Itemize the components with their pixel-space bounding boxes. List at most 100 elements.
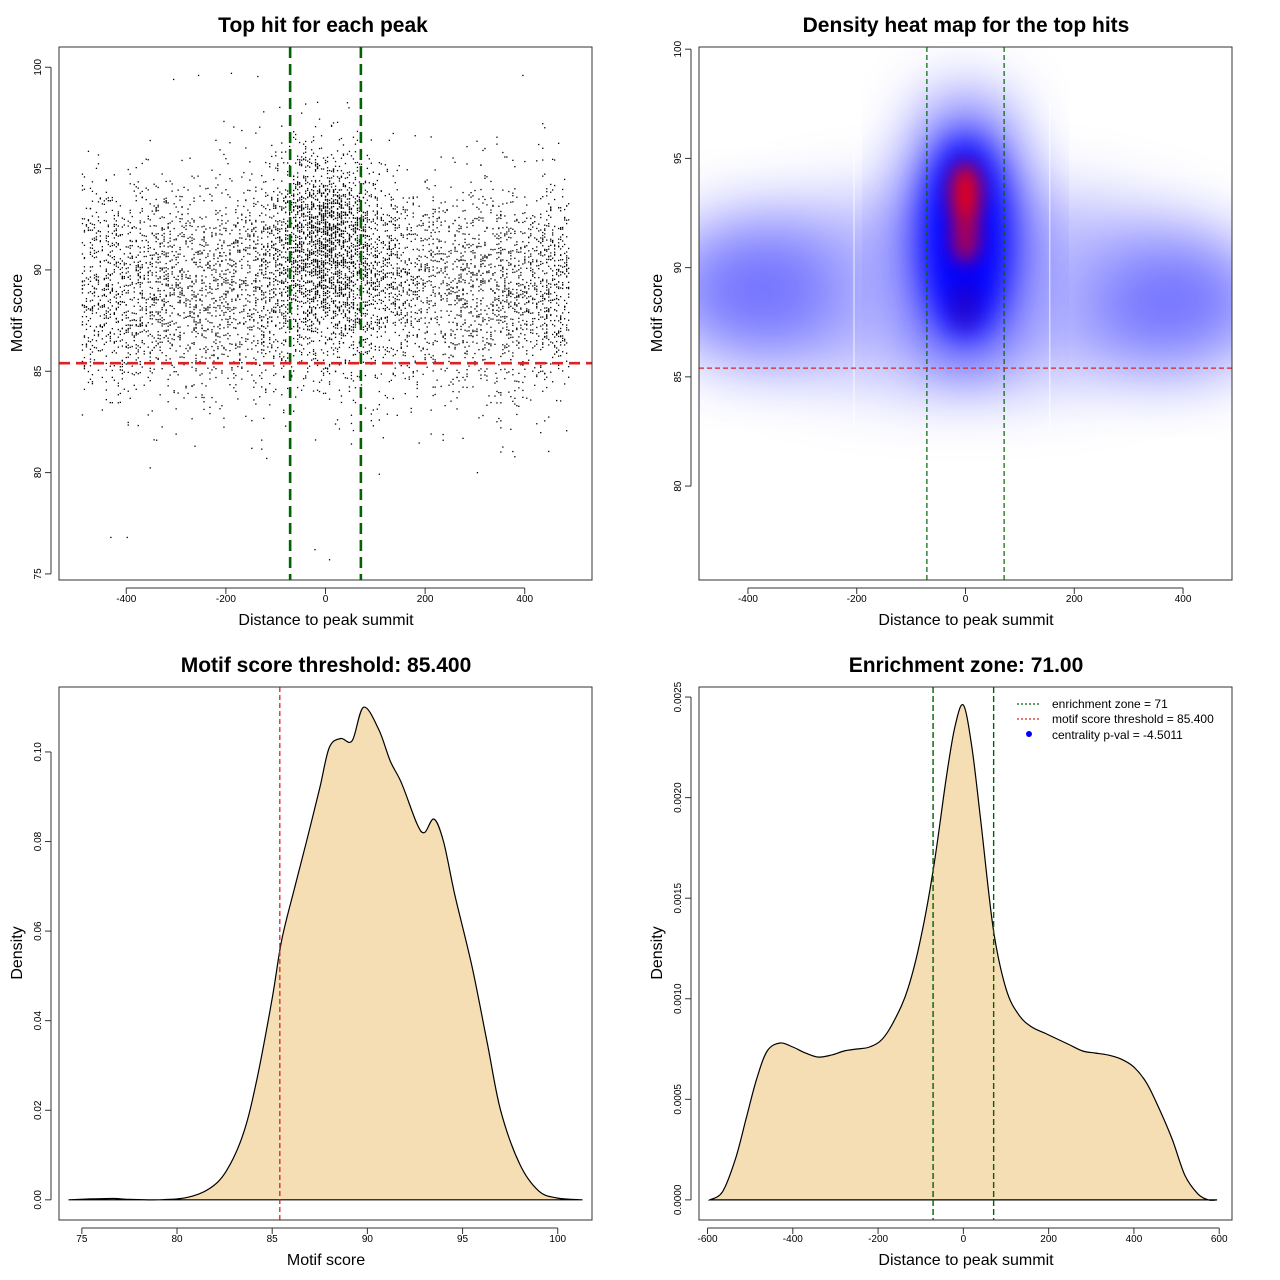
scatter-point xyxy=(448,277,450,279)
scatter-point xyxy=(400,285,402,287)
scatter-point xyxy=(205,295,207,297)
scatter-point xyxy=(428,307,430,309)
scatter-point xyxy=(139,320,141,322)
scatter-point xyxy=(538,230,540,232)
scatter-point xyxy=(275,325,277,327)
scatter-point xyxy=(311,340,313,342)
scatter-point xyxy=(167,385,169,387)
scatter-point xyxy=(199,299,201,301)
scatter-point xyxy=(263,334,265,336)
scatter-point xyxy=(191,316,193,318)
scatter-point xyxy=(127,317,129,319)
scatter-point xyxy=(352,302,355,304)
scatter-point xyxy=(390,251,392,253)
scatter-point xyxy=(135,200,137,202)
scatter-point xyxy=(307,263,309,265)
scatter-point xyxy=(261,285,263,287)
scatter-point xyxy=(388,235,390,237)
scatter-point xyxy=(121,378,123,380)
scatter-point xyxy=(203,245,205,248)
scatter-point xyxy=(314,261,317,263)
scatter-title: Top hit for each peak xyxy=(218,14,428,37)
scatter-point xyxy=(316,264,319,266)
scatter-point xyxy=(211,369,213,371)
scatter-point xyxy=(514,397,516,399)
scatter-point xyxy=(330,260,333,263)
scatter-point xyxy=(414,312,416,314)
scatter-point xyxy=(205,337,207,339)
scatter-point xyxy=(568,219,570,221)
scatter-point xyxy=(139,305,141,307)
scatter-point xyxy=(297,308,299,310)
scatter-point xyxy=(378,322,380,324)
scatter-point xyxy=(305,336,307,338)
scatter-point xyxy=(392,348,394,351)
scatter-point xyxy=(344,249,347,251)
scatter-point xyxy=(412,196,414,198)
scatter-point xyxy=(253,335,255,337)
scatter-point xyxy=(211,195,213,197)
scatter-point xyxy=(344,274,347,277)
scatter-point xyxy=(91,238,94,240)
scatter-point xyxy=(320,247,323,250)
scatter-point xyxy=(324,267,327,270)
scatter-point xyxy=(147,218,149,220)
scatter-point xyxy=(305,312,307,314)
scatter-point xyxy=(169,324,171,326)
scatter-point xyxy=(524,260,526,262)
scatter-point xyxy=(285,360,287,362)
scatter-point xyxy=(486,368,488,370)
scatter-point xyxy=(492,249,494,251)
scatter-point xyxy=(301,268,303,270)
scatter-point xyxy=(436,247,438,249)
scatter-point xyxy=(526,292,528,294)
scatter-point xyxy=(316,291,319,293)
scatter-point xyxy=(320,214,323,217)
scatter-point xyxy=(203,336,205,338)
scatter-point xyxy=(305,288,307,290)
scatter-point xyxy=(510,255,512,257)
scatter-point xyxy=(305,219,307,221)
scatter-point xyxy=(145,158,147,160)
scatter-point xyxy=(326,207,329,209)
scatter-point xyxy=(141,316,143,318)
scatter-point xyxy=(558,238,560,240)
scatter-point xyxy=(516,405,518,407)
scatter-point xyxy=(197,250,199,253)
scatter-point xyxy=(299,284,301,286)
scatter-point xyxy=(418,320,420,322)
scatter-point xyxy=(301,196,303,198)
scatter-point xyxy=(548,223,550,225)
scatter-point xyxy=(117,282,119,284)
scatter-point xyxy=(354,184,357,187)
scatter-point xyxy=(476,140,478,142)
scatter-point xyxy=(330,298,333,300)
scatter-point xyxy=(219,305,221,307)
scatter-point xyxy=(430,356,432,359)
scatter-point xyxy=(153,299,155,301)
scatter-point xyxy=(442,210,444,212)
scatter-point xyxy=(538,277,540,279)
scatter-point xyxy=(370,323,372,325)
scatter-point xyxy=(318,212,321,214)
scatter-point xyxy=(530,270,532,272)
scatter-point xyxy=(207,306,209,308)
scatter-point xyxy=(163,228,165,230)
scatter-point xyxy=(524,287,526,289)
scatter-point xyxy=(460,256,462,258)
scatter-point xyxy=(366,292,368,294)
scatter-point xyxy=(235,319,237,321)
scatter-point xyxy=(388,237,390,239)
scatter-point xyxy=(334,239,337,242)
scatter-point xyxy=(273,244,275,246)
scatter-point xyxy=(326,177,329,179)
scatter-point xyxy=(295,236,297,239)
scatter-point xyxy=(452,243,454,245)
scatter-point xyxy=(305,265,307,267)
scatter-point xyxy=(183,234,185,236)
scatter-point xyxy=(127,424,129,426)
scatter-point xyxy=(183,356,185,359)
scatter-point xyxy=(342,333,345,335)
scatter-point xyxy=(314,274,317,276)
scatter-point xyxy=(191,258,193,260)
